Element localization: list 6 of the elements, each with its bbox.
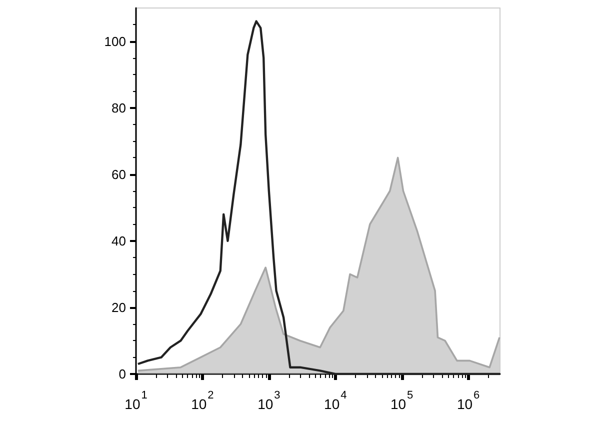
y-tick-label: 40 [112, 233, 126, 248]
y-tick-label: 60 [112, 166, 126, 182]
y-tick-label: 80 [112, 100, 126, 116]
y-tick-label: 20 [112, 300, 126, 315]
y-tick-label: 100 [104, 34, 126, 49]
y-tick-label: 0 [118, 366, 126, 382]
